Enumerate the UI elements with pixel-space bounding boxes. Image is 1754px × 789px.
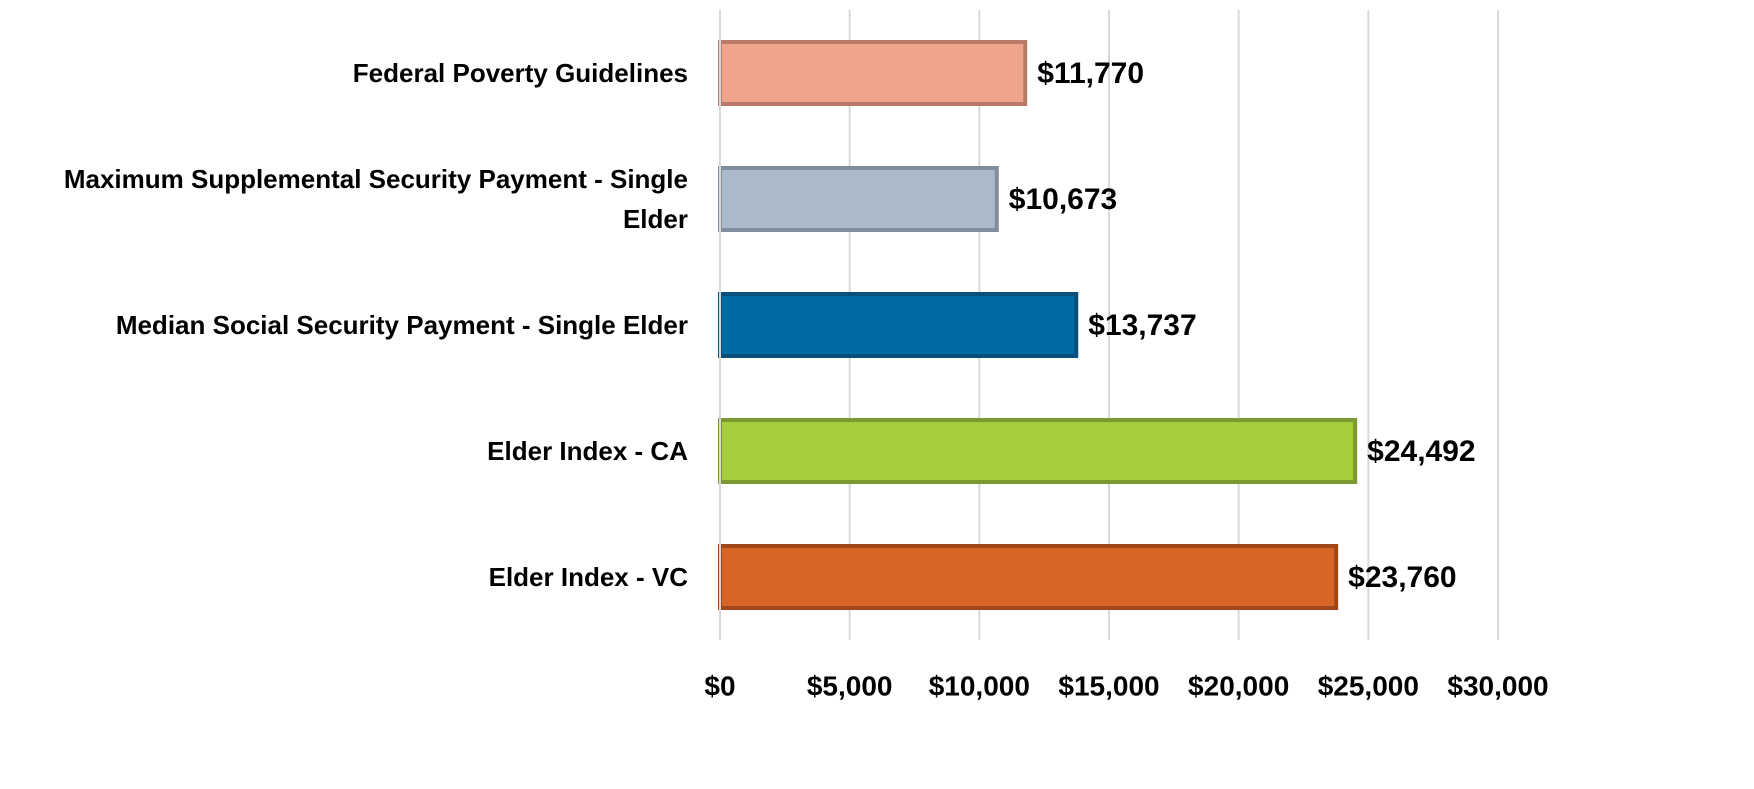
- x-tick-label: $25,000: [1318, 670, 1419, 701]
- x-tick-label: $0: [704, 670, 735, 701]
- value-label: $24,492: [1367, 435, 1475, 468]
- y-tick-label: Median Social Security Payment - Single …: [115, 310, 688, 340]
- value-label: $11,770: [1037, 57, 1144, 90]
- x-tick-label: $20,000: [1188, 670, 1289, 701]
- value-label: $10,673: [1009, 183, 1117, 216]
- x-tick-label: $30,000: [1447, 670, 1548, 701]
- y-tick-label: Maximum Supplemental Security Payment - …: [63, 164, 688, 234]
- y-tick-label: Elder Index - CA: [487, 436, 688, 466]
- value-label: $23,760: [1348, 561, 1456, 594]
- bar: [718, 544, 1339, 610]
- bar: [718, 166, 999, 232]
- x-tick-label: $5,000: [807, 670, 893, 701]
- x-tick-label: $10,000: [929, 670, 1030, 701]
- value-label: $13,737: [1088, 309, 1196, 342]
- bar: [718, 40, 1028, 106]
- bar: [718, 418, 1358, 484]
- y-tick-label: Elder Index - VC: [488, 562, 688, 592]
- y-tick-label: Federal Poverty Guidelines: [352, 58, 688, 88]
- x-tick-label: $15,000: [1058, 670, 1159, 701]
- bar: [718, 292, 1079, 358]
